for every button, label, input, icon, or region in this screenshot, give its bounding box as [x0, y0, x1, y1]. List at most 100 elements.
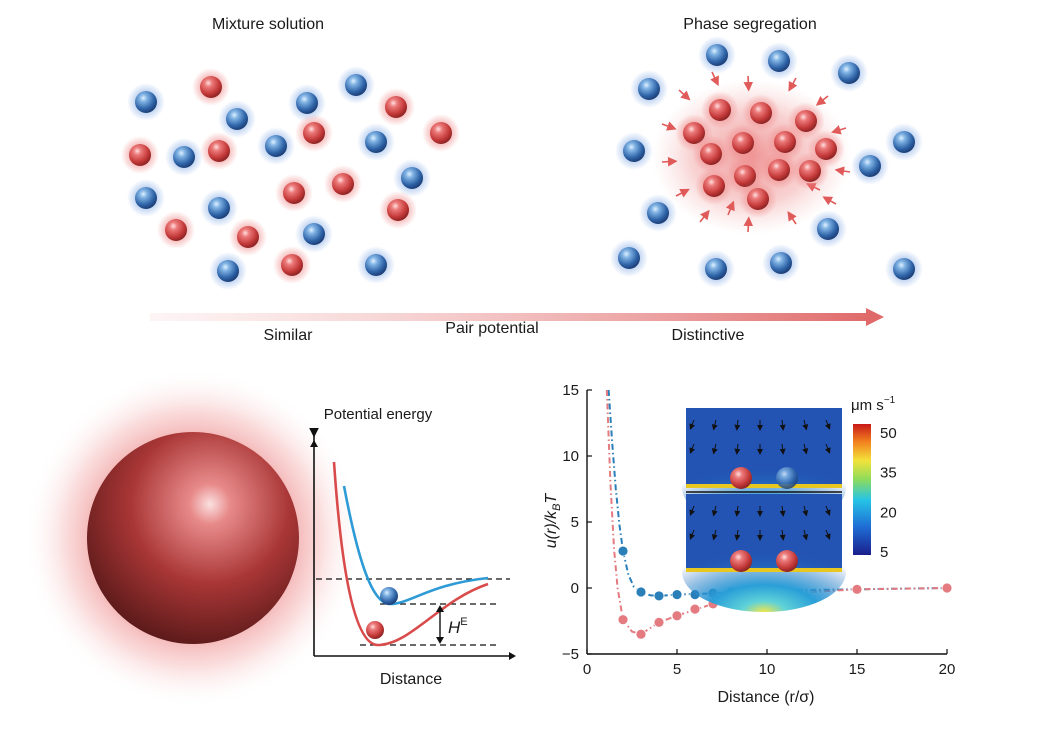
blue-potential-curve	[342, 485, 489, 606]
red-particle	[791, 152, 829, 190]
blue-particle	[830, 54, 868, 92]
potential-energy-label: Potential energy	[324, 406, 433, 423]
x-tick-label: 5	[673, 661, 681, 678]
red-particle	[724, 124, 762, 162]
flow-arrow	[734, 529, 741, 541]
flow-arrow	[689, 505, 696, 516]
blue-particle	[393, 159, 431, 197]
y-tick-label: 10	[562, 448, 579, 465]
flow-arrow	[734, 505, 741, 517]
colorbar-ticks: 50 35 20 5	[880, 425, 897, 561]
inward-arrow	[834, 166, 851, 176]
blue-data-point	[671, 589, 683, 600]
flow-arrow	[734, 443, 741, 455]
red-particle	[760, 151, 798, 189]
inward-arrow	[710, 71, 719, 87]
blue-particle	[615, 132, 653, 170]
blue-particle	[851, 147, 889, 185]
red-data-point	[617, 614, 629, 626]
flow-arrow	[734, 419, 741, 431]
red-particle	[377, 88, 415, 126]
pair-potential-label: Pair potential	[445, 320, 538, 337]
blue-particle	[127, 83, 165, 121]
colorbar-tick-label: 35	[880, 465, 897, 482]
pair-potential-arrow	[150, 308, 884, 326]
flow-arrow	[824, 419, 831, 430]
inward-arrow	[788, 77, 798, 92]
blue-particle	[288, 84, 326, 122]
red-particle	[273, 246, 311, 284]
flow-arrows	[689, 419, 831, 541]
flow-field-bottom	[682, 494, 846, 612]
y-tick-label: 0	[571, 580, 579, 597]
blue-particle	[809, 210, 847, 248]
x-axis-label: Distance (r/σ)	[718, 689, 815, 706]
flow-arrow	[824, 529, 831, 540]
blue-particle	[630, 70, 668, 108]
red-particle	[295, 114, 333, 152]
red-particle	[695, 167, 733, 205]
y-axis-label: u(r)/kBT	[543, 493, 563, 549]
blue-data-point	[653, 590, 665, 602]
flow-arrow	[711, 443, 718, 455]
red-data-point	[653, 616, 665, 628]
red-particle	[200, 132, 238, 170]
x-tick-label: 10	[759, 661, 776, 678]
flow-arrow	[802, 505, 809, 517]
blue-particle	[357, 246, 395, 284]
blue-particle	[295, 215, 333, 253]
red-particle-icon	[366, 621, 384, 639]
flow-arrow	[802, 443, 809, 455]
big-particle	[23, 368, 363, 708]
red-potential-curve	[332, 461, 489, 647]
red-data-point	[689, 603, 701, 615]
blue-particle	[337, 66, 375, 104]
blue-data-point	[617, 545, 629, 557]
blue-particle	[200, 189, 238, 227]
y-tick-label: 15	[562, 382, 579, 399]
red-particle	[739, 180, 777, 218]
red-particle	[692, 135, 730, 173]
flow-arrow	[779, 529, 786, 541]
flow-arrow	[779, 505, 786, 517]
colorbar-tick-label: 5	[880, 544, 888, 561]
blue-particle	[762, 244, 800, 282]
similar-label: Similar	[264, 327, 314, 344]
blue-particle	[885, 123, 923, 161]
flow-arrow	[711, 419, 718, 431]
inward-arrow	[743, 75, 754, 92]
flow-arrow	[711, 505, 718, 517]
flow-arrow	[824, 443, 831, 454]
blue-particle	[165, 138, 203, 176]
inward-arrow	[675, 188, 690, 198]
red-data-point	[941, 582, 953, 594]
red-data-point	[635, 628, 647, 640]
blue-particle	[357, 123, 395, 161]
segregation-particles	[610, 36, 923, 288]
flow-arrow	[711, 529, 718, 541]
blue-particle	[257, 127, 295, 165]
flow-arrow	[689, 419, 696, 430]
inward-arrow	[661, 121, 677, 131]
flow-arrow	[689, 529, 696, 540]
red-particle	[422, 114, 460, 152]
inward-arrow	[699, 209, 710, 223]
inward-arrow	[725, 200, 735, 216]
red-sphere-inset-a	[730, 550, 752, 572]
x-tick-label: 20	[939, 661, 956, 678]
red-sphere-inset-b	[776, 550, 798, 572]
inward-arrow	[743, 216, 754, 233]
red-sphere-inset	[730, 467, 752, 489]
blue-particle	[698, 36, 736, 74]
blue-particle	[127, 179, 165, 217]
y-tick-label: 5	[571, 514, 579, 531]
mixture-particles	[121, 66, 460, 290]
colorbar: μm s−1 50 35 20 5	[851, 395, 897, 561]
red-particle	[157, 211, 195, 249]
flow-arrow	[824, 505, 831, 516]
red-particle	[192, 68, 230, 106]
red-particle	[379, 191, 417, 229]
